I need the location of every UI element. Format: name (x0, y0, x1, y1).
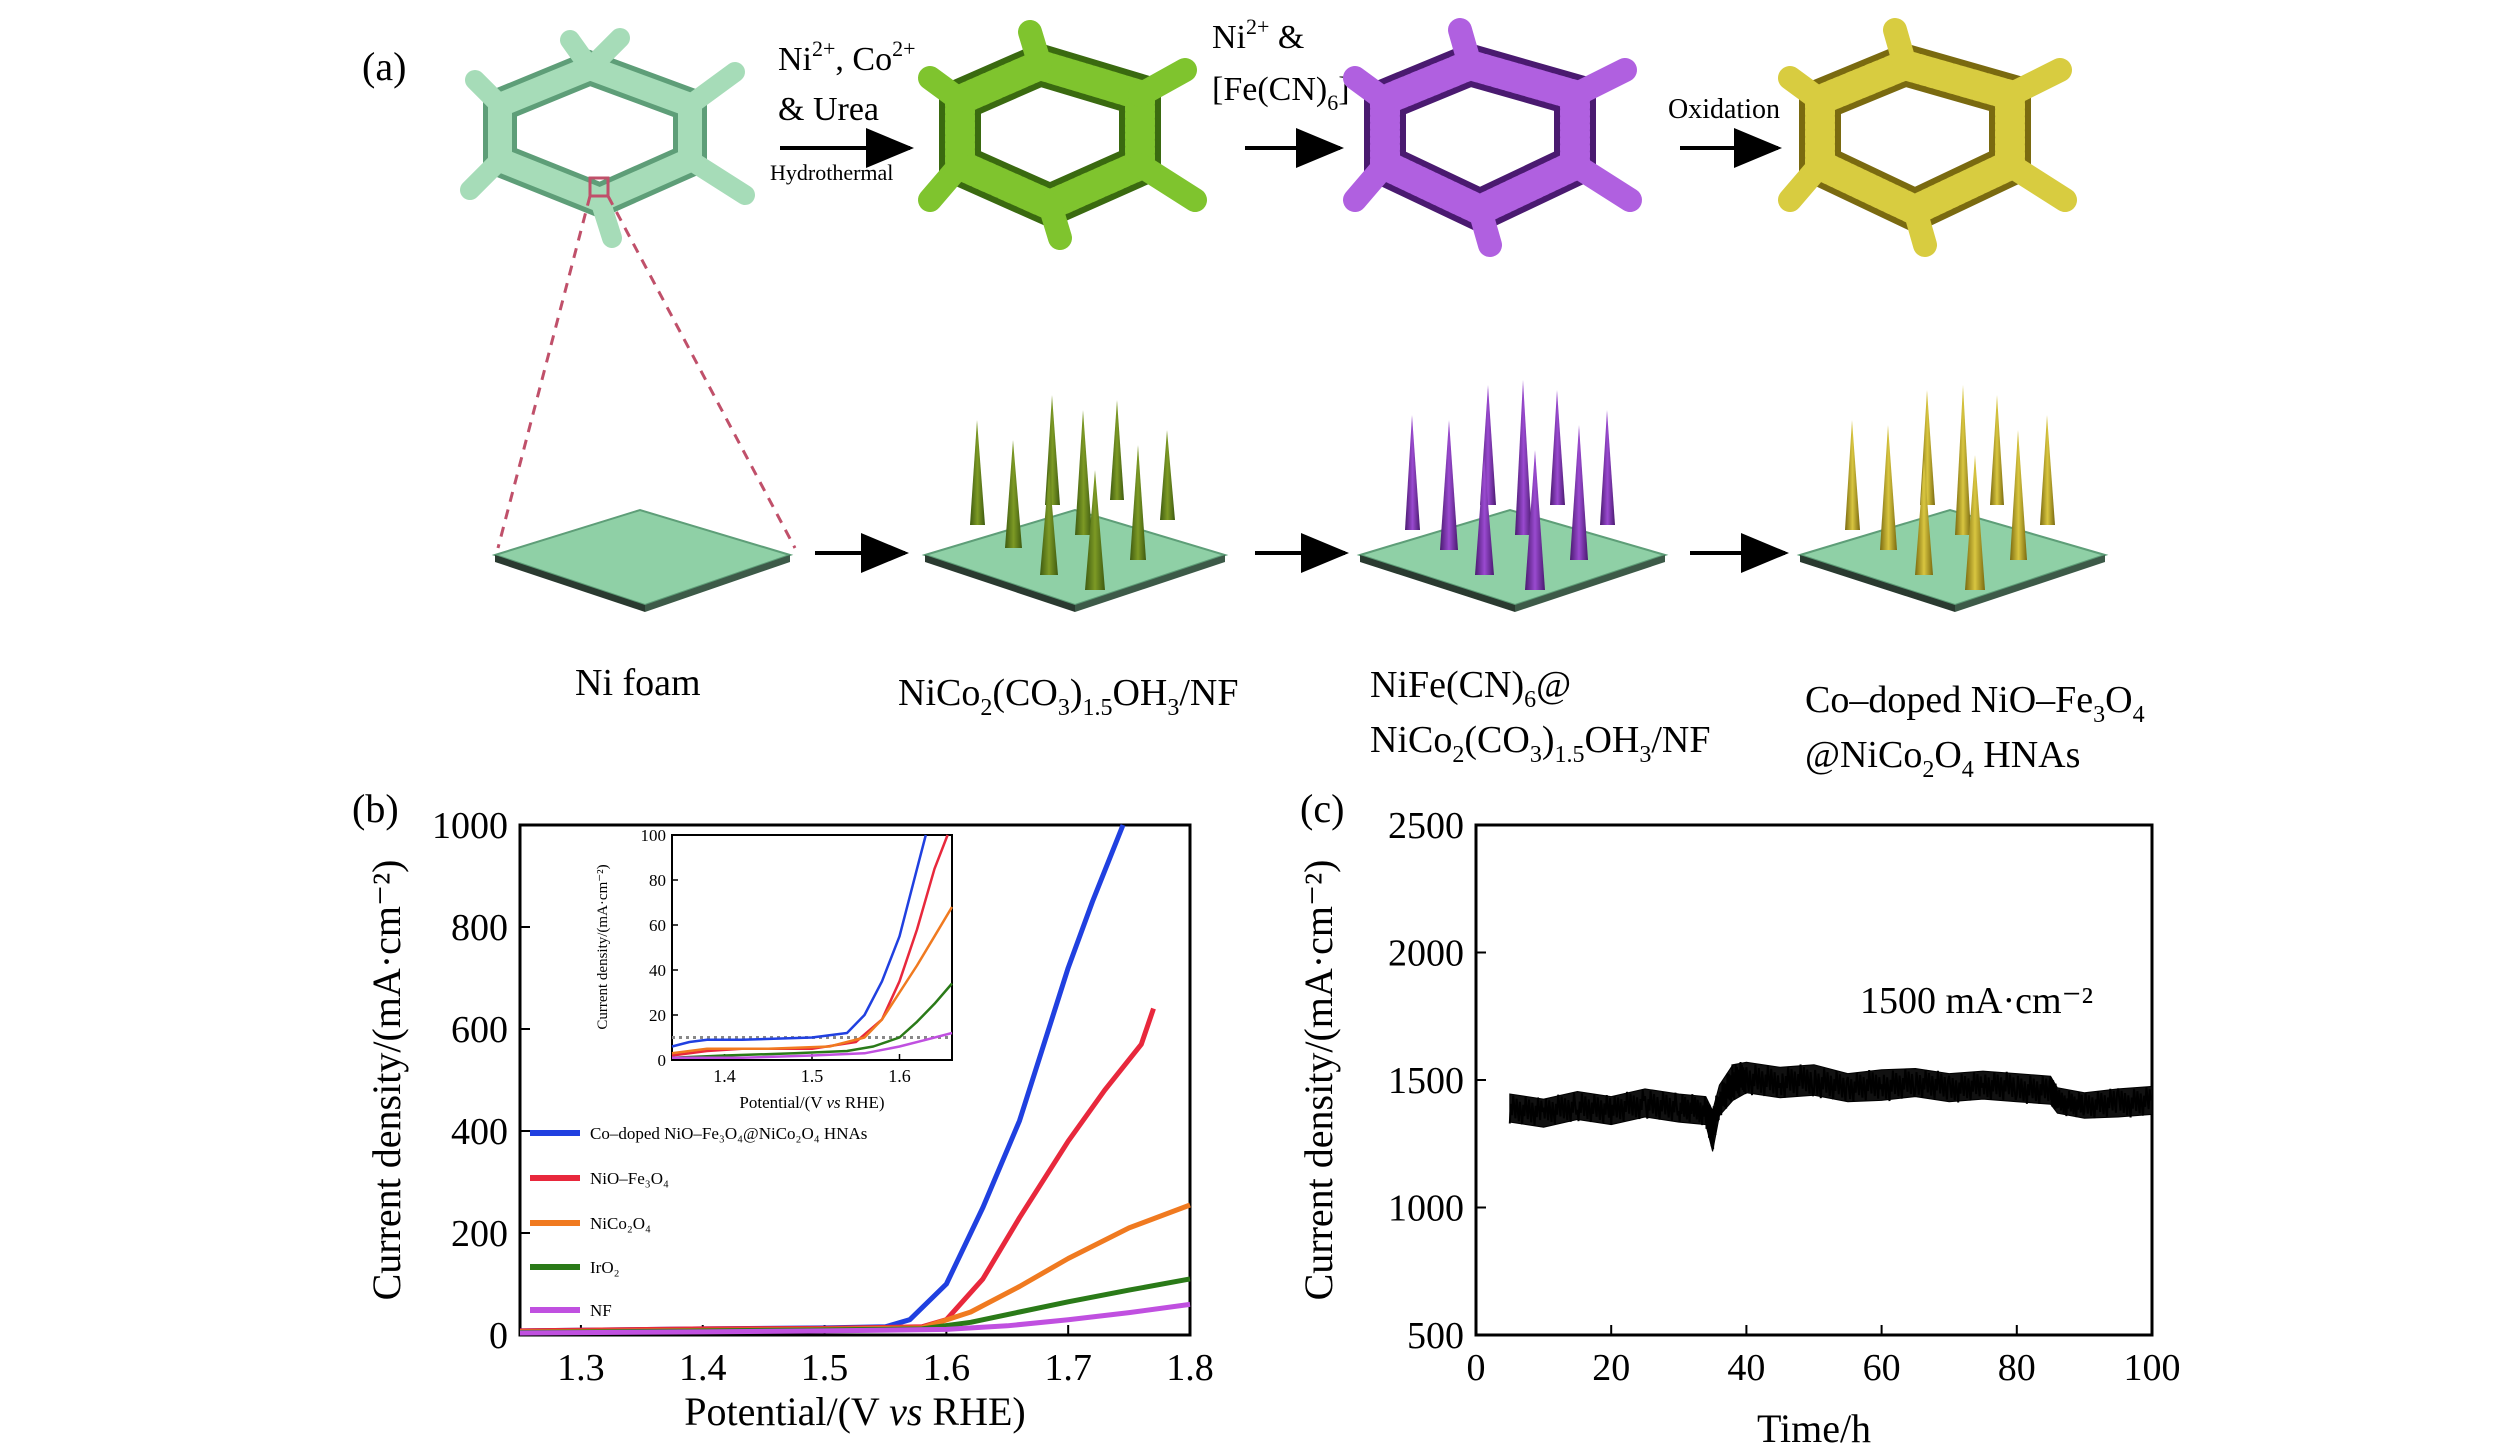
step1-label: Ni2+, Co2+ & Urea Hydrothermal (770, 36, 916, 185)
b-xtick-label: 1.4 (679, 1347, 727, 1389)
inset-xtick-label: 1.6 (888, 1066, 911, 1086)
b-ytick-label: 1000 (432, 805, 508, 847)
inset-ytick-label: 0 (658, 1051, 667, 1070)
zoom-line-left (496, 195, 592, 549)
structure-final-gold (1778, 18, 2077, 257)
inset-ytick-label: 100 (641, 826, 667, 845)
chart-b-series (519, 824, 1191, 1336)
structure-nife-purple (1343, 18, 1642, 257)
inset-frame (671, 834, 953, 1061)
inset-ticks: 0 20 40 60 80 100 1.4 1.5 1.6 (641, 826, 911, 1086)
legend-b-3: IrO₂ (590, 1258, 620, 1277)
chart-c-y-label: Current density/(mA·cm⁻²) (1296, 860, 1341, 1301)
inset-xtick-label: 1.5 (801, 1066, 824, 1086)
svg-text:Ni2+, Co2+: Ni2+, Co2+ (778, 36, 916, 78)
c-xtick-label: 40 (1727, 1347, 1765, 1389)
b-series-line-4 (519, 1301, 1191, 1336)
svg-text:Hydrothermal: Hydrothermal (770, 160, 893, 185)
chart-b-legend: Co–doped NiO–Fe₃O₄@NiCo₂O₄ HNAs NiO–Fe₃O… (530, 1124, 867, 1320)
inset-ytick-label: 80 (649, 871, 666, 890)
c-ytick-label: 500 (1407, 1315, 1464, 1357)
inset-y-label: Current density/(mA·cm⁻²) (595, 864, 611, 1029)
c-xtick-label: 0 (1467, 1347, 1486, 1389)
inset-ytick-label: 60 (649, 916, 666, 935)
svg-text:Ni2+ &: Ni2+ & (1212, 14, 1304, 56)
inset-series-line-4 (672, 1031, 953, 1060)
c-xtick-label: 20 (1592, 1347, 1630, 1389)
c-xtick-label: 100 (2124, 1347, 2181, 1389)
chart-b-y-ticks: 0 200 400 600 800 1000 (432, 805, 530, 1357)
c-ytick-label: 1000 (1388, 1188, 1464, 1230)
panel-a: (a) Ni2+, Co2+ & Urea Hydrothermal (362, 14, 2145, 783)
c-ytick-label: 2000 (1388, 933, 1464, 975)
panel-c-label: (c) (1300, 786, 1344, 831)
b-xtick-label: 1.3 (557, 1347, 605, 1389)
c-xtick-label: 80 (1998, 1347, 2036, 1389)
inset-xtick-label: 1.4 (713, 1066, 736, 1086)
inset-series-line-2 (671, 906, 954, 1055)
step3-label: Oxidation (1668, 94, 1780, 125)
zoom-box (588, 176, 610, 198)
inset-ytick-label: 40 (649, 961, 666, 980)
chart-c-y-ticks: 500 1000 1500 2000 2500 (1388, 805, 1486, 1357)
b-xtick-label: 1.5 (801, 1347, 849, 1389)
c-series-line-0 (1508, 1061, 2152, 1150)
chart-b-frame (518, 823, 1192, 1337)
panel-b-label: (b) (352, 786, 399, 831)
b-ytick-label: 400 (451, 1111, 508, 1153)
chart-b-x-label: Potential/(V vs RHE) (684, 1389, 1025, 1434)
chart-c-x-ticks: 0 20 40 60 80 100 (1467, 1325, 2181, 1389)
label-final-line1: Co–doped NiO–Fe3O4 (1805, 679, 2145, 728)
b-xtick-label: 1.8 (1166, 1347, 1214, 1389)
c-ytick-label: 1500 (1388, 1060, 1464, 1102)
b-xtick-label: 1.7 (1044, 1347, 1092, 1389)
panel-c: (c) 500 1000 1500 2000 2500 0 20 40 60 80 100 150… (1296, 786, 2181, 1451)
structure-nico-green (918, 20, 1207, 250)
b-ytick-label: 600 (451, 1009, 508, 1051)
inset-series (671, 834, 954, 1060)
chart-b-x-ticks: 1.3 1.4 1.5 1.6 1.7 1.8 (557, 1325, 1214, 1389)
zoom-line-right (606, 195, 797, 549)
chart-c-series (1508, 1061, 2153, 1152)
plate-ni-foam (491, 508, 794, 612)
label-nife-line2: NiCo2(CO3)1.5OH3/NF (1370, 719, 1711, 768)
plate-nico-spikes (921, 395, 1229, 612)
inset-ytick-label: 20 (649, 1006, 666, 1025)
b-ytick-label: 800 (451, 907, 508, 949)
label-nife-line1: NiFe(CN)6@ (1370, 664, 1571, 713)
inset-x-label: Potential/(V vs RHE) (739, 1093, 884, 1112)
plate-nife-spikes (1356, 380, 1669, 612)
inset-series-line-3 (671, 982, 953, 1060)
label-nico: NiCo2(CO3)1.5OH3/NF (898, 672, 1239, 721)
step2-label: Ni2+ & [Fe(CN)6]3− (1212, 14, 1373, 115)
b-xtick-label: 1.6 (923, 1347, 971, 1389)
b-ytick-label: 200 (451, 1213, 508, 1255)
c-xtick-label: 60 (1863, 1347, 1901, 1389)
c-ytick-label: 2500 (1388, 805, 1464, 847)
panel-a-label: (a) (362, 44, 406, 89)
chart-c-x-label: Time/h (1757, 1406, 1871, 1451)
plate-gold-spikes (1796, 385, 2109, 612)
legend-b-2: NiCo₂O₄ (590, 1214, 651, 1233)
label-final-line2: @NiCo2O4 HNAs (1805, 734, 2080, 783)
svg-text:& Urea: & Urea (778, 91, 879, 128)
label-ni-foam: Ni foam (575, 662, 701, 704)
ni-foam-skeleton (460, 28, 755, 248)
legend-b-1: NiO–Fe₃O₄ (590, 1169, 669, 1188)
chart-c-annotation: 1500 mA·cm⁻² (1860, 980, 2093, 1022)
b-ytick-label: 0 (489, 1315, 508, 1357)
inset-series-line-0 (671, 834, 928, 1048)
chart-b-y-label: Current density/(mA·cm⁻²) (364, 860, 409, 1301)
b-series-line-3 (519, 1276, 1191, 1335)
legend-b-4: NF (590, 1301, 612, 1320)
legend-b-0: Co–doped NiO–Fe₃O₄@NiCo₂O₄ HNAs (590, 1124, 867, 1143)
